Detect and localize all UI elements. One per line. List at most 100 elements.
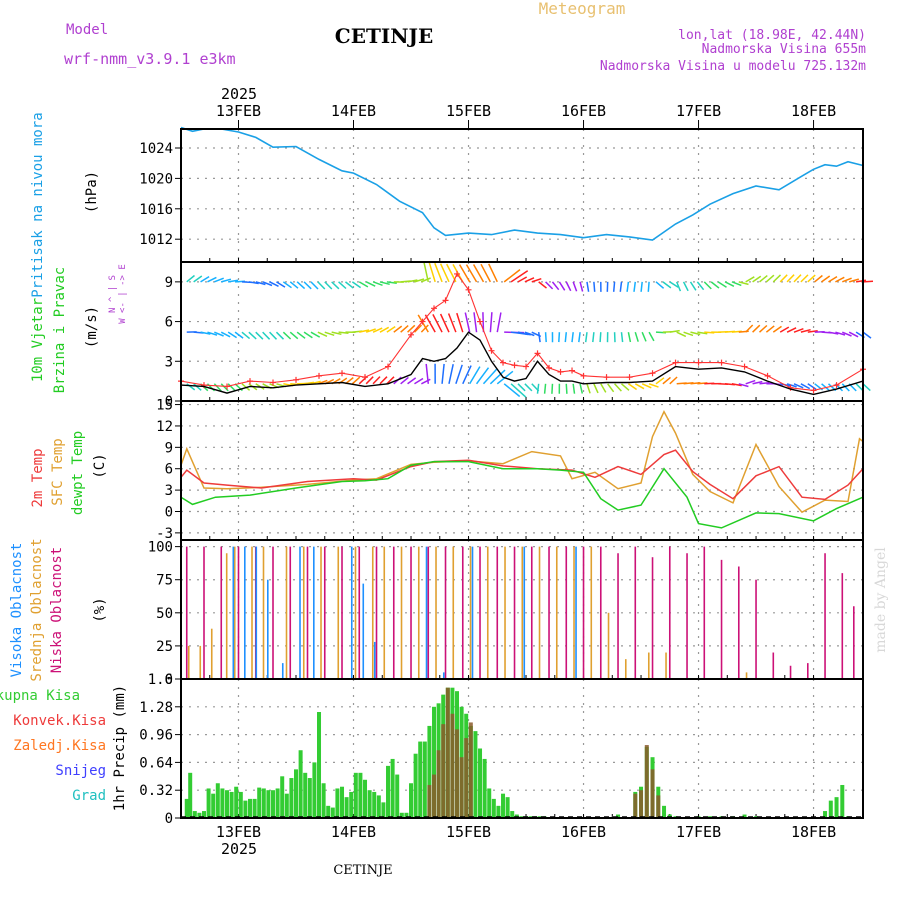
wind-arrow	[828, 331, 839, 335]
wind-arrow	[425, 363, 430, 384]
wind-arrow	[475, 367, 490, 385]
wind-arrow	[379, 326, 390, 333]
conv-precip-bar	[644, 745, 649, 818]
wind-arrow	[234, 331, 244, 339]
gust-marker	[603, 374, 610, 381]
wind-arrow	[351, 376, 361, 385]
wind-arrow	[289, 281, 299, 289]
y-tick-label: 0	[165, 811, 173, 827]
wind-arrow	[262, 331, 271, 340]
gust-marker	[833, 382, 840, 389]
wind-arrow	[310, 380, 321, 385]
wind-arrow	[626, 281, 630, 292]
wind-arrow	[221, 278, 232, 283]
wind-arrow	[227, 331, 238, 339]
wind-arrow	[193, 275, 203, 283]
pressure-line	[180, 126, 864, 241]
precip-bar	[473, 731, 478, 818]
wind-arrow	[752, 324, 761, 333]
precip-bar	[252, 798, 257, 818]
wind-arrow	[793, 274, 802, 283]
wind-arrow	[531, 277, 542, 283]
wind-arrow	[372, 376, 381, 385]
precip-bar	[363, 779, 368, 818]
wind-arrow	[584, 332, 588, 343]
wind-arrow	[765, 325, 775, 333]
precip-bar	[432, 706, 437, 818]
wind-arrow	[703, 281, 712, 290]
wind-arrow	[724, 281, 735, 287]
bottom-day-label: 13FEB	[216, 823, 261, 841]
wind-arrow	[655, 377, 665, 385]
wind-arrow	[593, 281, 596, 292]
wind-arrow	[620, 332, 624, 343]
wind-arrow	[772, 325, 782, 333]
wind-arrow	[241, 331, 251, 340]
wind-arrow	[421, 277, 431, 283]
gust-marker	[649, 370, 656, 377]
precip-bar	[422, 741, 427, 818]
temp-title-dewpt: dewpt Temp	[70, 431, 86, 515]
wind-arrow	[213, 383, 222, 392]
gust-marker	[442, 297, 449, 304]
wind-arrow	[647, 281, 650, 292]
wind-arrow	[786, 274, 795, 283]
gust-marker	[557, 368, 564, 375]
wind-direction-legend-ns: N ^ | S	[108, 275, 118, 313]
temp-unit: (C)	[92, 453, 108, 478]
wind-arrow	[303, 381, 315, 385]
bottom-day-labels: 13FEB 14FEB 15FEB 16FEB 17FEB 18FEB	[216, 823, 836, 841]
precip-bar	[418, 741, 423, 818]
top-day-label: 16FEB	[561, 102, 606, 120]
precip-bar	[188, 772, 193, 818]
wind-arrow	[372, 327, 383, 333]
gust-marker	[477, 318, 484, 325]
wind-arrow	[193, 383, 202, 391]
precip-bar	[234, 786, 239, 818]
wind-arrow	[662, 376, 671, 385]
conv-precip-bar	[633, 793, 638, 818]
wind-arrow	[503, 269, 521, 283]
precip-bar	[834, 797, 839, 818]
wind-arrow	[614, 383, 622, 392]
wind-arrow	[282, 281, 292, 289]
wind-arrow	[759, 275, 768, 283]
wind-arrow	[344, 281, 354, 289]
precip-bar	[280, 776, 285, 818]
wind-arrow	[738, 281, 749, 286]
precip-legend-item: Grad	[72, 788, 106, 804]
wind-arrow	[503, 383, 521, 398]
precip-legend-item: Zaledj.Kisa	[13, 738, 106, 754]
precip-legend-item: Ukupna Kisa	[0, 688, 80, 704]
wind-arrow	[793, 383, 804, 389]
pressure-unit: (hPa)	[84, 171, 100, 213]
top-day-labels: 13FEB 14FEB 15FEB 16FEB 17FEB 18FEB	[216, 102, 836, 129]
y-tick-label: 3	[165, 354, 173, 370]
wind-arrow	[289, 331, 299, 340]
wind-arrow	[842, 277, 852, 283]
wind-arrow	[489, 312, 493, 333]
precip-bar	[349, 791, 354, 818]
gust-marker	[224, 383, 231, 390]
meteogram-label: Meteogram	[539, 0, 626, 18]
wind-arrow	[842, 331, 852, 337]
wind-arrow	[862, 331, 872, 339]
wind-arrow	[544, 332, 547, 343]
gust-marker	[511, 362, 518, 369]
wind-arrow	[717, 281, 727, 288]
gust-marker	[534, 350, 541, 357]
wind-arrow	[407, 324, 416, 333]
wind-arrow	[420, 324, 429, 333]
lonlat-label: lon,lat (18.98E, 42.44N)	[678, 28, 866, 43]
gust-marker	[741, 363, 748, 370]
wind-arrow	[655, 281, 665, 289]
wind-arrow	[275, 331, 285, 340]
top-day-label: 18FEB	[791, 102, 836, 120]
gust-marker	[454, 270, 461, 277]
gust-marker	[626, 374, 633, 381]
conv-precip-bar	[436, 750, 441, 818]
wind-arrow	[682, 281, 689, 292]
gust-marker	[362, 374, 369, 381]
wind-arrow	[537, 332, 541, 343]
